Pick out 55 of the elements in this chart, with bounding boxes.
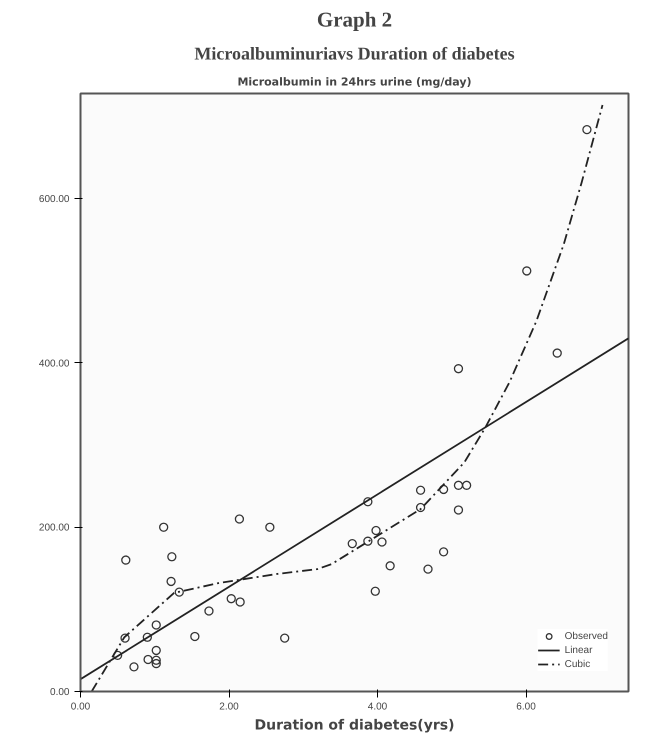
- point: [159, 522, 168, 532]
- x-axis-title: Duration of diabetes(yrs): [254, 718, 454, 734]
- point: [226, 594, 236, 604]
- y-tick-label: 0.00: [50, 687, 70, 698]
- y-tick-label: 200.00: [38, 522, 70, 534]
- chart-title: Graph 2: [316, 8, 392, 32]
- point: [190, 632, 200, 642]
- point: [152, 656, 161, 665]
- point: [142, 632, 152, 642]
- x-tick-label: 4.00: [368, 702, 388, 712]
- text: Microalbumin in 24hrs urine (mg/day): [237, 76, 472, 88]
- y-tick-label: 600.00: [38, 194, 70, 206]
- point: [143, 654, 153, 664]
- point: [152, 658, 161, 668]
- chart-subtitle: Microalbuminuriavs Duration of diabetes: [194, 44, 515, 64]
- point: [371, 526, 381, 536]
- point: [120, 633, 130, 643]
- legend-label: Cubic: [564, 658, 590, 671]
- point: [363, 497, 373, 506]
- point: [236, 597, 245, 607]
- point: [152, 646, 161, 656]
- point: [204, 606, 214, 616]
- point: [552, 348, 562, 358]
- legend-label: Linear: [564, 644, 592, 657]
- point: [265, 522, 274, 532]
- point: [438, 547, 448, 556]
- point: [129, 662, 139, 672]
- y-tick-label: 400.00: [38, 358, 70, 370]
- point: [348, 539, 357, 548]
- point: [234, 514, 244, 524]
- point: [167, 552, 176, 562]
- point: [363, 536, 373, 546]
- point: [385, 561, 395, 570]
- point: [438, 484, 448, 494]
- legend-label: Observed: [564, 630, 608, 643]
- point: [416, 502, 426, 512]
- point: [582, 125, 592, 134]
- point: [522, 266, 532, 276]
- point: [370, 586, 380, 596]
- point: [121, 555, 130, 565]
- point: [377, 537, 387, 547]
- point: [280, 633, 290, 643]
- point: [166, 576, 176, 586]
- x-tick-label: 2.00: [219, 702, 240, 712]
- point: [454, 480, 464, 490]
- x-tick-label: 0.00: [70, 702, 91, 712]
- point: [423, 564, 433, 574]
- x-tick-label: 6.00: [516, 702, 536, 712]
- point: [416, 486, 426, 495]
- point: [462, 480, 472, 490]
- point: [174, 587, 184, 597]
- point: [454, 505, 464, 515]
- point: [454, 364, 464, 374]
- point: [152, 620, 161, 630]
- point: [112, 650, 122, 660]
